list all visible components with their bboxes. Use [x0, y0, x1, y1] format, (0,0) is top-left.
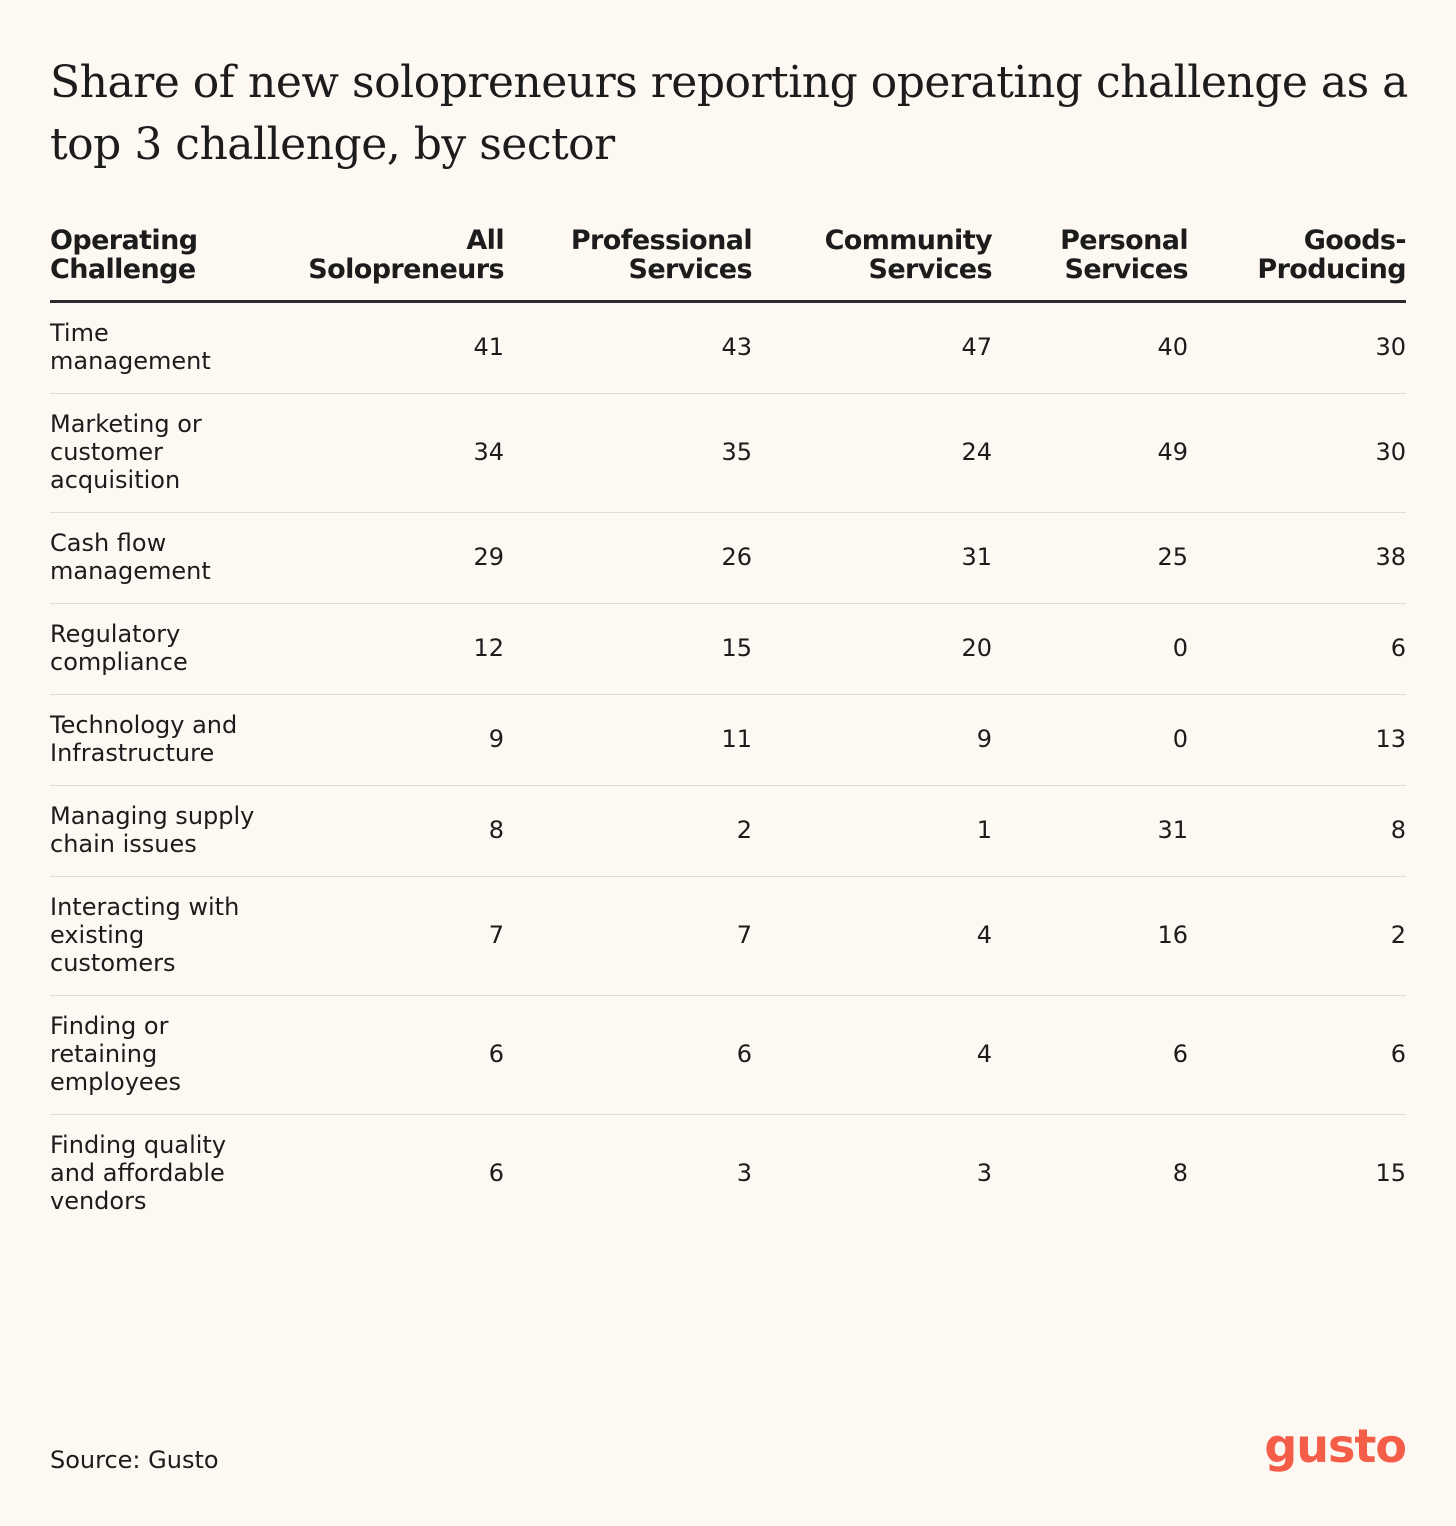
value-cell-goods-producing: 30	[1188, 301, 1406, 394]
value-cell-all-solopreneurs: 7	[290, 876, 504, 996]
value-cell-professional-services: 6	[504, 995, 752, 1115]
value-cell-goods-producing: 2	[1188, 876, 1406, 996]
value-cell-professional-services: 15	[504, 603, 752, 695]
value-cell-all-solopreneurs: 34	[290, 393, 504, 513]
value-cell-community-services: 3	[976, 1159, 992, 1187]
data-table-container: Operating Challenge All Solopreneurs Pro…	[50, 226, 1407, 1234]
value-cell-goods-producing: 30	[1188, 393, 1406, 513]
value-cell-community-services: 9	[752, 694, 992, 786]
value-cell-goods-producing: 38	[1188, 512, 1406, 604]
value-cell-professional-services: 2	[504, 785, 752, 877]
value-cell-personal-services: 8	[1172, 1159, 1188, 1187]
value-cell-community-services: 24	[752, 393, 992, 513]
table-row: Regulatory compliance 12 15 20 0 6	[50, 603, 1406, 695]
table-header-row: Operating Challenge All Solopreneurs Pro…	[50, 226, 1407, 303]
column-header-personal-services: Personal Services	[992, 226, 1189, 303]
value-cell-all-solopreneurs: 41	[290, 301, 504, 394]
challenge-label: Finding quality and affordable vendors	[50, 1131, 227, 1215]
value-cell-goods-producing: 6	[1188, 995, 1406, 1115]
value-cell-community-services: 4	[752, 995, 992, 1115]
value-cell-professional-services: 43	[504, 301, 752, 394]
table-row: Time management 41 43 47 40 30	[50, 301, 1406, 394]
value-cell-professional-services: 35	[504, 393, 752, 513]
value-cell-professional-services: 11	[504, 694, 752, 786]
column-header-operating-challenge: Operating Challenge	[50, 226, 290, 303]
column-header-all-solopreneurs: All Solopreneurs	[290, 226, 505, 303]
table-body: Time management 41 43 47 40 30 Marketing or cu…	[50, 301, 1406, 1234]
value-cell-personal-services: 49	[992, 393, 1188, 513]
challenge-label: Time management	[50, 301, 290, 394]
value-cell-all-solopreneurs: 9	[290, 694, 504, 786]
table-row: Finding or retaining employees 6 6 4 6 6	[50, 995, 1406, 1115]
chart-title: Share of new solopreneurs reporting oper…	[50, 57, 1408, 170]
data-table: Operating Challenge All Solopreneurs Pro…	[50, 226, 1407, 1234]
value-cell-professional-services: 26	[504, 512, 752, 604]
value-cell-all-solopreneurs: 6	[290, 995, 504, 1115]
value-cell-all-solopreneurs: 6	[488, 1159, 504, 1187]
value-cell-community-services: 31	[752, 512, 992, 604]
value-cell-all-solopreneurs: 8	[290, 785, 504, 877]
gusto-logo-text: gusto	[1266, 1419, 1406, 1473]
challenge-label: Interacting with existing customers	[50, 876, 290, 996]
table-row: Managing supply chain issues 8 2 1 31 8	[50, 785, 1406, 877]
challenge-label: Finding or retaining employees	[50, 995, 290, 1115]
value-cell-personal-services: 31	[992, 785, 1188, 877]
value-cell-personal-services: 0	[992, 603, 1188, 695]
value-cell-personal-services: 0	[992, 694, 1188, 786]
column-header-goods-producing: Goods-Producing	[1188, 226, 1407, 303]
value-cell-professional-services: 3	[736, 1159, 752, 1187]
value-cell-community-services: 1	[752, 785, 992, 877]
column-header-professional-services: Professional Services	[504, 226, 753, 303]
source-note: Source: Gusto	[50, 1446, 219, 1474]
value-cell-personal-services: 40	[992, 301, 1188, 394]
challenge-label: Cash flow management	[50, 512, 290, 604]
table-row: Interacting with existing customers 7 7 4 16…	[50, 876, 1406, 996]
value-cell-goods-producing: 15	[1375, 1159, 1406, 1187]
challenge-label: Managing supply chain issues	[50, 785, 290, 877]
table-row: Finding quality and affordable vendors 6 3…	[50, 1115, 1406, 1234]
value-cell-all-solopreneurs: 29	[290, 512, 504, 604]
challenge-label: Marketing or customer acquisition	[50, 393, 290, 513]
value-cell-goods-producing: 8	[1188, 785, 1406, 877]
table-row: Marketing or customer acquisition 34 35 24 4…	[50, 393, 1406, 513]
table-row: Cash flow management 29 26 31 25 38	[50, 512, 1406, 604]
value-cell-community-services: 4	[752, 876, 992, 996]
gusto-logo: gusto	[1264, 1418, 1407, 1484]
value-cell-community-services: 20	[752, 603, 992, 695]
value-cell-community-services: 47	[752, 301, 992, 394]
value-cell-personal-services: 6	[992, 995, 1188, 1115]
column-header-community-services: Community Services	[752, 226, 993, 303]
challenge-label: Regulatory compliance	[50, 603, 290, 695]
value-cell-goods-producing: 6	[1188, 603, 1406, 695]
value-cell-professional-services: 7	[504, 876, 752, 996]
table-row: Technology and Infrastructure 9 11 9 0 13	[50, 694, 1406, 786]
challenge-label: Technology and Infrastructure	[50, 694, 290, 786]
value-cell-all-solopreneurs: 12	[290, 603, 504, 695]
value-cell-personal-services: 25	[992, 512, 1188, 604]
value-cell-personal-services: 16	[992, 876, 1188, 996]
value-cell-goods-producing: 13	[1188, 694, 1406, 786]
gusto-logo-mark: gusto	[1264, 1419, 1407, 1473]
